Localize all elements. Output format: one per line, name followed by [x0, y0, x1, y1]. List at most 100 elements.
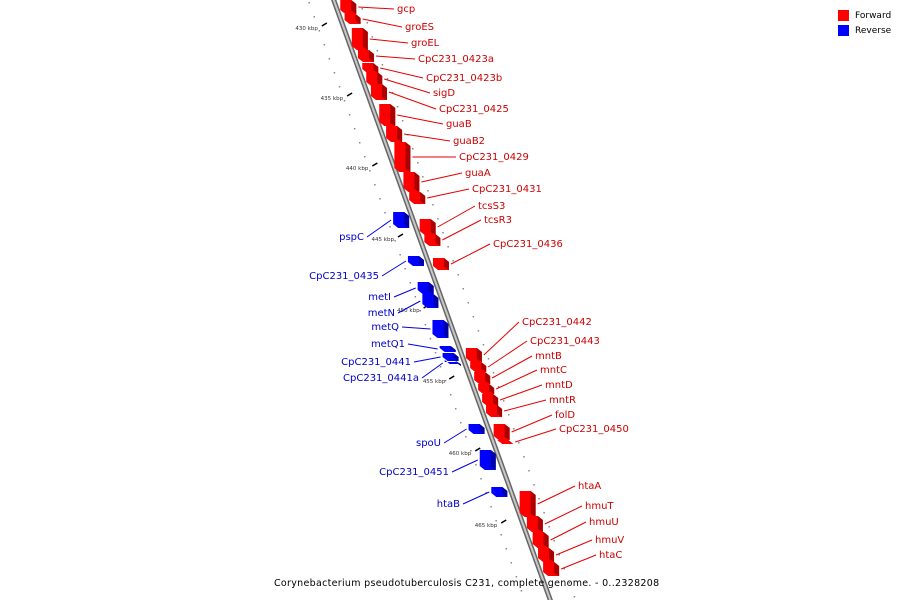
ruler-dot — [442, 232, 444, 234]
gene-label: mntC — [540, 365, 567, 376]
gene-block-shade — [433, 294, 439, 308]
gene-leader-line — [487, 340, 528, 368]
gene-label: htaA — [578, 481, 601, 492]
gene-leader-line — [462, 491, 490, 505]
ruler-dot — [386, 78, 389, 80]
gene-block — [497, 440, 514, 444]
scale-tick — [321, 22, 328, 27]
gene-block-shade — [537, 516, 543, 532]
gene-block-shade — [455, 361, 461, 366]
gene-block-shade — [404, 212, 410, 228]
ruler-dot — [452, 260, 454, 262]
gene-leader-line — [421, 362, 444, 379]
scale-tick — [448, 375, 455, 380]
gene-label: mntD — [545, 380, 573, 391]
ruler-dot — [475, 464, 477, 466]
ruler-dot — [394, 240, 396, 242]
gene-leader-line — [451, 459, 478, 473]
gene-block-shade — [420, 192, 426, 204]
gene-block-shade — [489, 384, 495, 394]
ruler-dot — [485, 492, 487, 494]
gene-leader-line — [369, 38, 409, 44]
scale-tick — [371, 162, 378, 167]
gene-block-shade — [549, 548, 555, 562]
gene-label: mntR — [549, 395, 576, 406]
gene-leader-line — [413, 356, 441, 363]
scale-tick-label: 465 kbp — [475, 523, 498, 529]
legend: Forward Reverse — [838, 8, 891, 38]
scale-tick-label: 455 kbp — [423, 379, 446, 385]
gene-leader-line — [491, 355, 533, 379]
gene-block-shade — [390, 104, 396, 126]
ruler-dot — [497, 386, 500, 388]
ruler-dot — [505, 548, 508, 550]
map-caption: Corynebacterium pseudotuberculosis C231,… — [274, 578, 660, 589]
scale-tick-label: 430 kbp — [295, 26, 318, 32]
ruler-dot — [563, 568, 566, 570]
gene-label: spoU — [416, 438, 441, 449]
ruler-dot — [482, 344, 485, 346]
gene-leader-line — [544, 505, 583, 525]
ruler-dot — [553, 540, 555, 542]
ruler-dot — [318, 30, 321, 32]
legend-reverse: Reverse — [838, 23, 891, 38]
gene-label: pspC — [339, 232, 364, 243]
gene-block-shade — [530, 491, 536, 517]
ruler-dot — [411, 148, 414, 150]
ruler-dot — [429, 338, 432, 340]
gene-block-shade — [377, 72, 383, 86]
gene-block-shade — [490, 450, 496, 470]
gene-label: mntB — [535, 351, 562, 362]
ruler-dot — [500, 534, 502, 536]
gene-block-shade — [351, 0, 357, 14]
gene-leader-line — [407, 343, 438, 350]
ruler-dot — [510, 562, 513, 564]
scale-tick-label: 440 kbp — [346, 166, 369, 172]
gene-label: CpC231_0435 — [309, 271, 379, 282]
ruler-dot — [432, 204, 434, 206]
ruler-dot — [422, 176, 424, 178]
gene-leader-line — [515, 428, 557, 443]
gene-block-shade — [355, 14, 361, 24]
gene-label: tcsR3 — [484, 215, 512, 226]
gene-label: CpC231_0436 — [493, 239, 563, 250]
ruler-dot — [374, 184, 376, 186]
gene-block-shade — [476, 348, 482, 362]
gene-label: folD — [555, 410, 575, 421]
ruler-dot — [439, 366, 442, 368]
ruler-dot — [399, 254, 401, 256]
gene-label: groES — [405, 22, 434, 33]
gene-leader-line — [404, 133, 451, 142]
gene-leader-line — [443, 428, 467, 444]
ruler-dot — [502, 400, 505, 402]
ruler-dot — [396, 106, 399, 108]
scale-tick — [474, 447, 481, 452]
ruler-dot — [308, 2, 310, 4]
ruler-dot — [515, 576, 518, 578]
legend-reverse-label: Reverse — [855, 25, 892, 36]
gene-block-shade — [405, 142, 411, 172]
gene-block-shade — [481, 362, 487, 372]
ruler-dot — [523, 456, 525, 458]
ruler-dot — [495, 520, 497, 522]
gene-block-shade — [368, 50, 374, 62]
scale-tick-label: 460 kbp — [449, 451, 472, 457]
scale-tick-label: 435 kbp — [321, 96, 344, 102]
gene-leader-line — [550, 521, 587, 541]
ruler-dot — [558, 554, 561, 556]
ruler-dot — [457, 274, 459, 276]
ruler-dot — [348, 114, 351, 116]
gene-leader-line — [442, 219, 482, 241]
gene-leader-line — [397, 300, 421, 314]
gene-leader-line — [401, 326, 431, 330]
gene-block-shade — [554, 562, 560, 576]
ruler-dot — [328, 58, 331, 60]
ruler-dot — [353, 128, 356, 130]
gene-block-shade — [497, 405, 503, 417]
ruler-dot — [568, 582, 571, 584]
ruler-dot — [548, 526, 550, 528]
gene-leader-line — [362, 18, 403, 28]
ruler-dot — [465, 436, 467, 438]
ruler-dot — [417, 162, 419, 164]
